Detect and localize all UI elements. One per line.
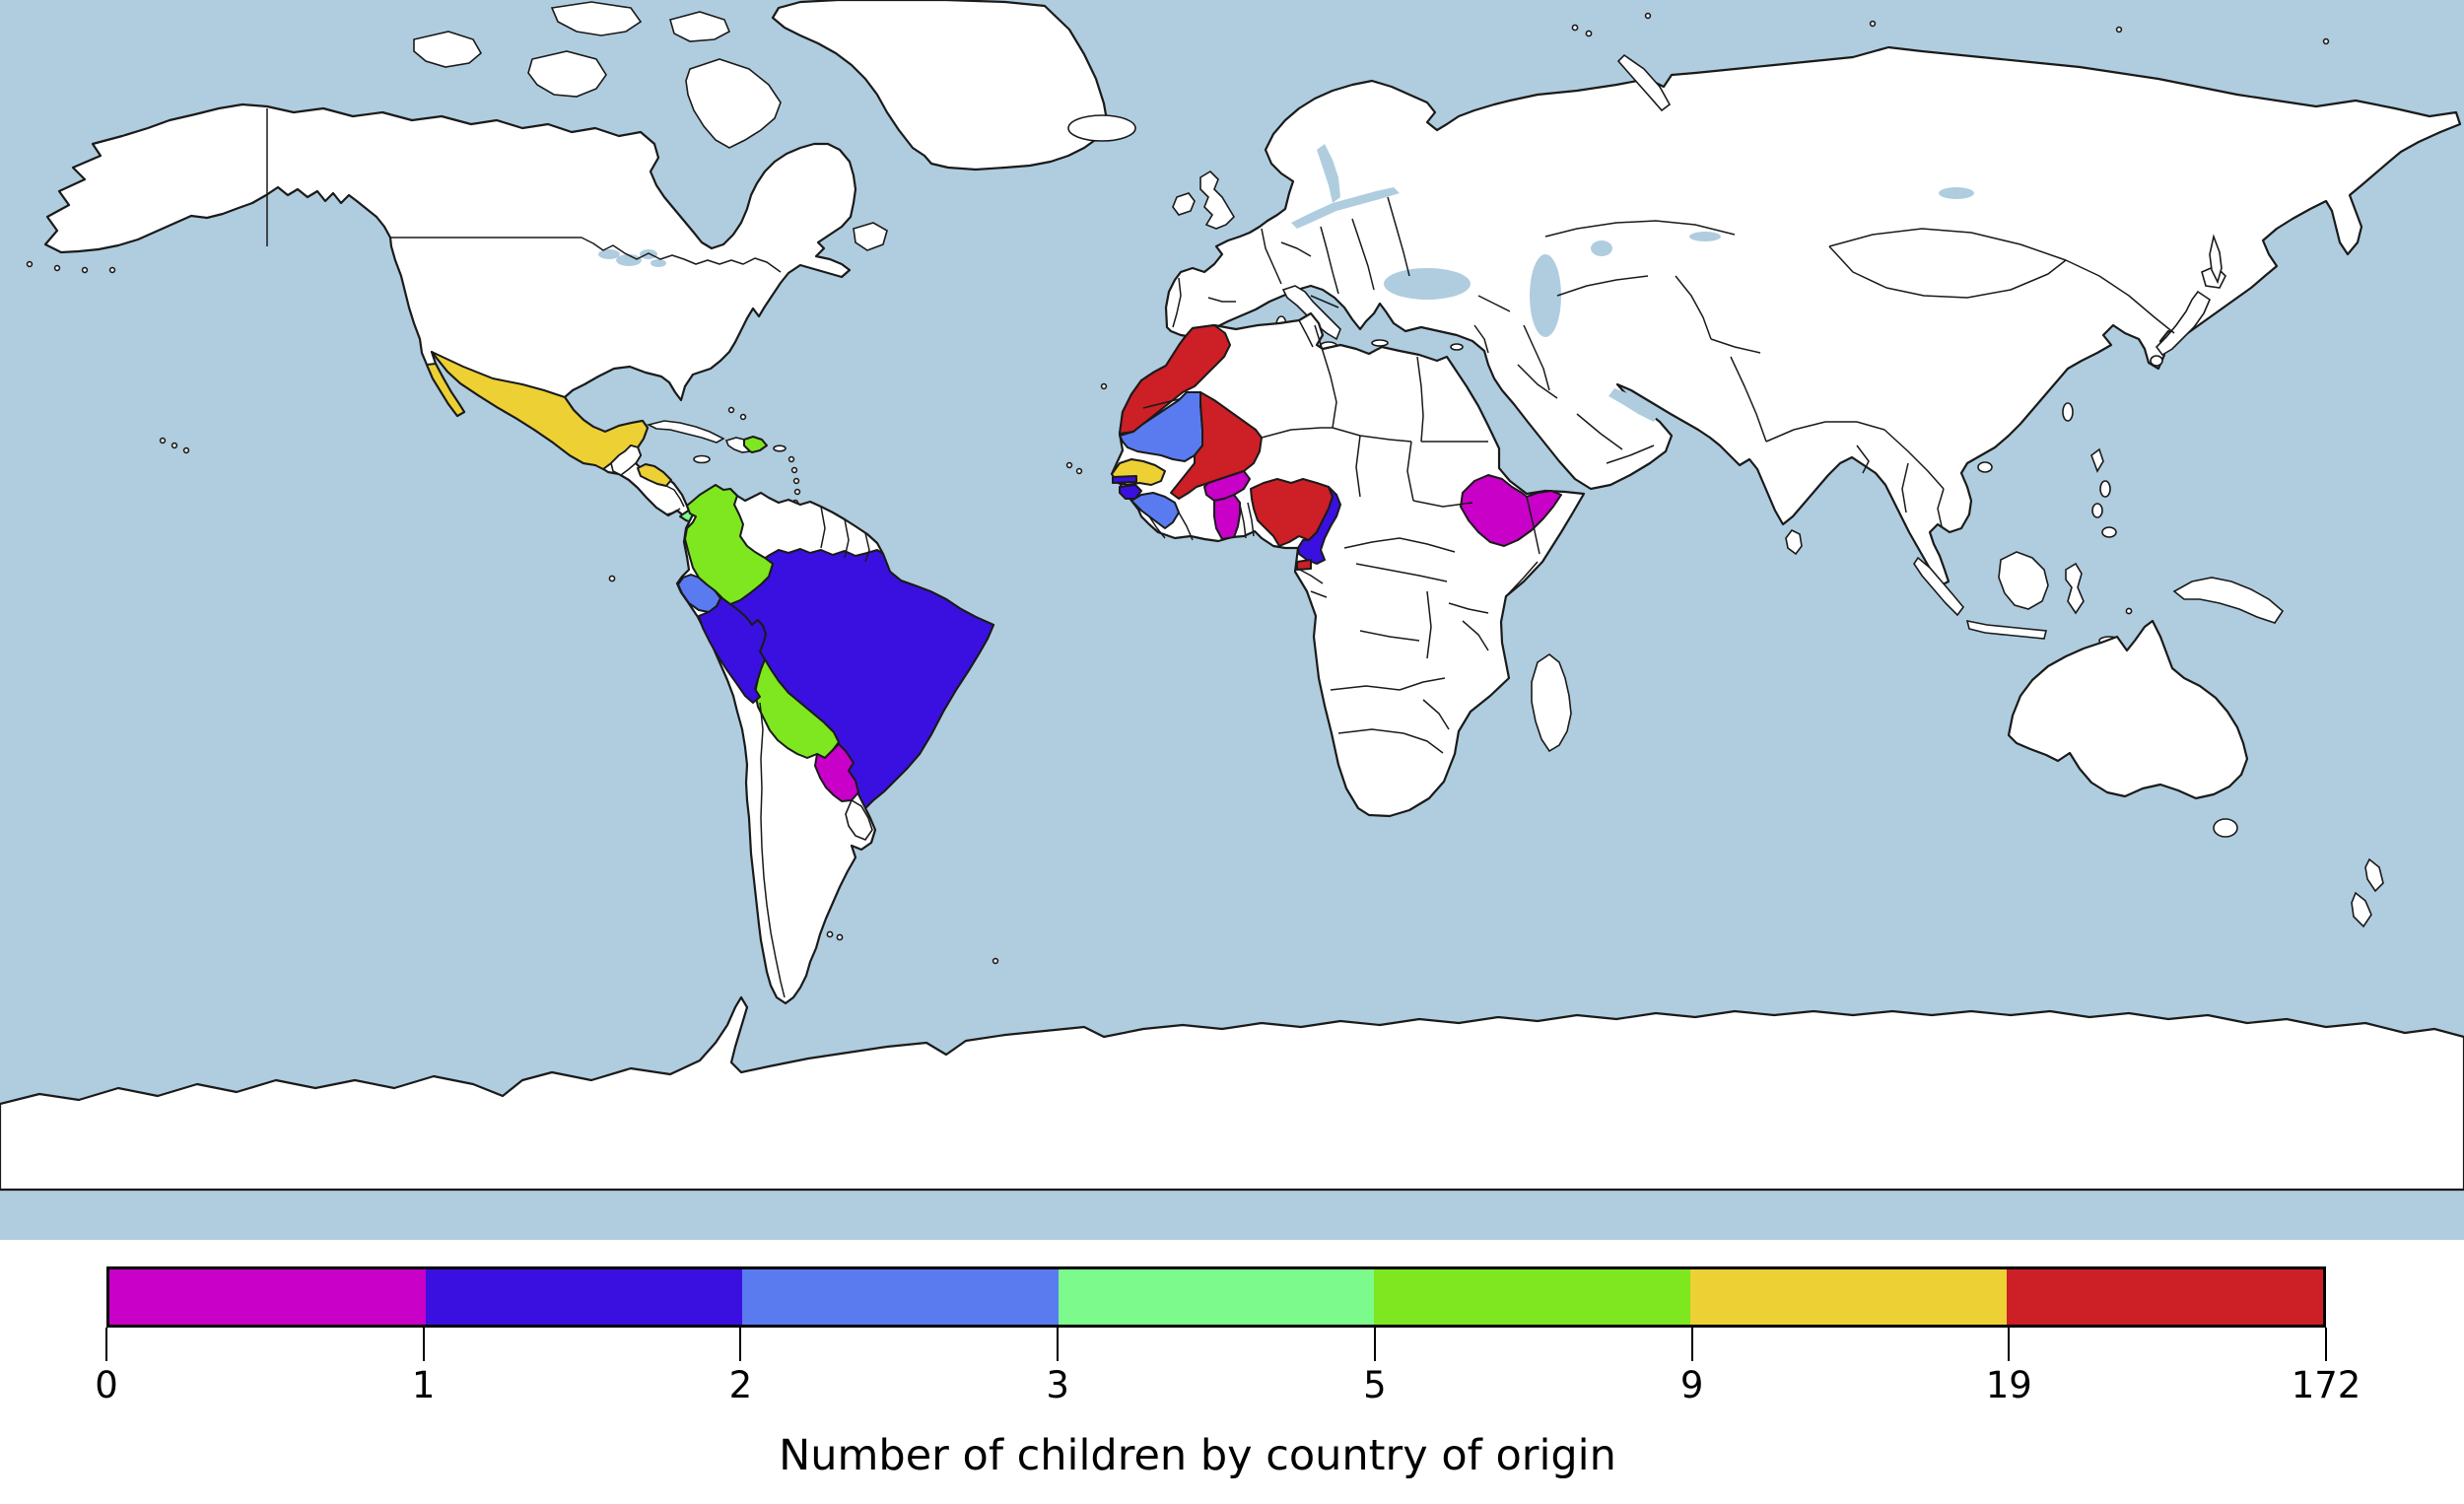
crete [1371, 339, 1389, 347]
pacific-islands [26, 260, 616, 582]
country-ethiopia [1460, 474, 1562, 547]
legend-tick-label: 5 [1363, 1364, 1387, 1406]
legend-segment-19-172 [2007, 1269, 2324, 1325]
ireland [1172, 192, 1196, 216]
legend-tick-label: 2 [728, 1364, 753, 1406]
legend-segment-5-9 [1374, 1269, 1691, 1325]
great-britain [1199, 170, 1236, 230]
cuba [646, 420, 725, 444]
border-us-canada [390, 237, 782, 273]
border-suriname-guiana [864, 532, 870, 563]
country-peru [698, 597, 767, 704]
philippines [2090, 447, 2117, 538]
country-mexico-baja [426, 363, 465, 417]
antarctica [0, 995, 2464, 1192]
legend-tick [2008, 1328, 2011, 1361]
legend-tick-label: 19 [1985, 1364, 2032, 1406]
legend-tick [2325, 1328, 2327, 1361]
legend-segment-3-5 [1058, 1269, 1375, 1325]
legend-segment-0-1 [109, 1269, 426, 1325]
inland-seas [1291, 144, 1974, 489]
new-zealand-north [2364, 857, 2384, 893]
border-chile-argentina [759, 702, 786, 998]
figure-title: Number of children by country of origin [779, 1431, 1616, 1480]
africa-borders [1148, 319, 1540, 754]
sakhalin [2209, 234, 2223, 285]
legend-tick [1690, 1328, 1693, 1361]
greenland [771, 0, 1110, 171]
arctic-island-2 [669, 11, 731, 42]
jamaica [693, 454, 711, 464]
country-honduras [637, 463, 672, 487]
legend-colorbar [106, 1266, 2326, 1328]
novaya-zemlya [1616, 53, 1672, 112]
legend-segment-9-19 [1690, 1269, 2008, 1325]
legend-tick-label: 172 [2291, 1364, 2361, 1406]
puerto-rico [773, 444, 787, 452]
indonesia [1913, 551, 2285, 646]
new-zealand-south [2351, 891, 2372, 928]
legend-tick-label: 3 [1046, 1364, 1069, 1406]
legend-tick-label: 0 [95, 1364, 118, 1406]
eurasia-borders [1172, 196, 2175, 527]
continent-north-america [43, 103, 857, 524]
country-gambia [1112, 475, 1137, 484]
world-map [0, 0, 2464, 1240]
victoria-island [527, 50, 607, 98]
world-map-svg [0, 0, 2464, 1240]
legend-tick-label: 1 [411, 1364, 436, 1406]
border-morocco-wsahara [1142, 397, 1184, 409]
border-nicaragua [665, 485, 685, 508]
arctic-islets [1571, 12, 2330, 45]
legend-tick [422, 1328, 425, 1361]
country-ghana [1213, 494, 1241, 540]
continent-eurasia [1164, 45, 2462, 587]
arctic-island [413, 31, 483, 68]
legend-segment-1-2 [425, 1269, 742, 1325]
cyprus [1450, 343, 1464, 351]
country-dominican-republic [743, 436, 768, 453]
country-paraguay [814, 743, 859, 802]
legend-tick [739, 1328, 742, 1361]
legend-tick [1057, 1328, 1060, 1361]
iceland [1067, 114, 1136, 142]
madagascar [1531, 653, 1572, 753]
falkland-islands [826, 930, 999, 965]
country-colombia [684, 484, 774, 605]
japan-honshu [2155, 290, 2211, 357]
taiwan [2062, 402, 2074, 422]
sri-lanka [1785, 528, 1803, 556]
hainan [1977, 461, 1993, 473]
newfoundland [853, 222, 888, 251]
atlantic-islets [1065, 382, 1108, 475]
legend-tick [105, 1328, 107, 1361]
country-guinea [1130, 492, 1180, 529]
legend-tick [1373, 1328, 1376, 1361]
great-lakes [598, 249, 666, 267]
ellesmere-island [550, 1, 643, 36]
legend-tick-label: 9 [1679, 1364, 1704, 1406]
country-burkina-faso [1203, 470, 1251, 502]
japan-kyushu [2150, 355, 2163, 367]
baffin-island [685, 58, 782, 149]
border-guyana-suriname [844, 518, 850, 559]
tasmania [2213, 818, 2238, 838]
border-venezuela-guyana [820, 506, 826, 549]
legend-segment-2-3 [741, 1269, 1059, 1325]
australia [2007, 619, 2249, 800]
border-costa-rica [665, 508, 681, 515]
country-uruguay [845, 798, 873, 841]
country-guatemala [610, 444, 642, 476]
country-equatorial-guinea [1296, 559, 1312, 571]
italy [1281, 285, 1341, 341]
